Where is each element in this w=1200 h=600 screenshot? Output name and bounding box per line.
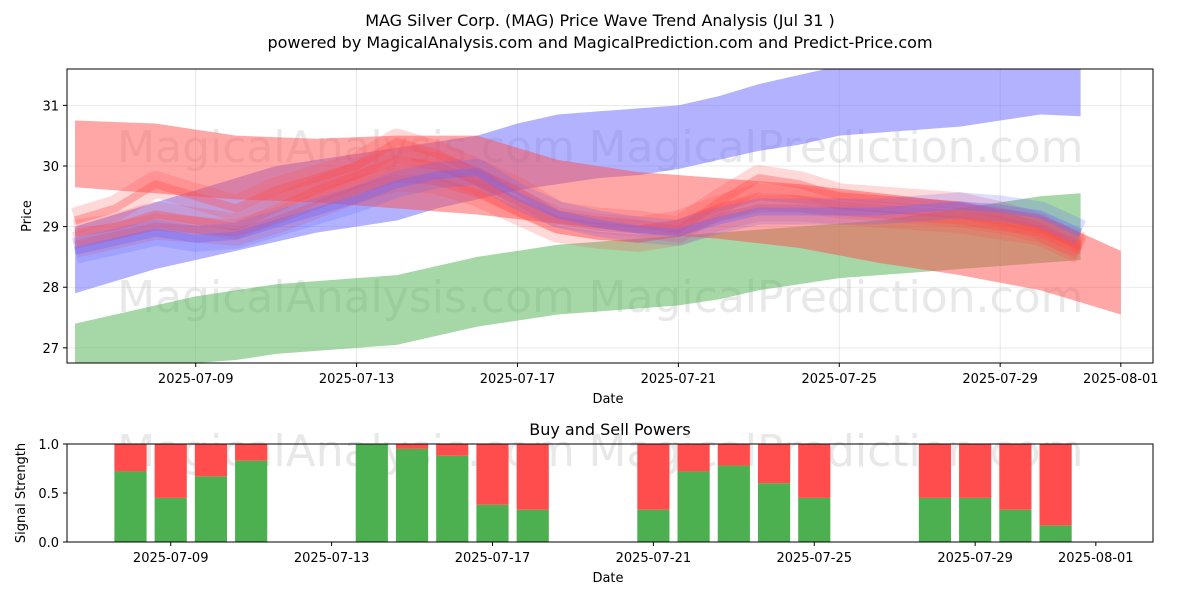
- signal-ytick-label: 0.0: [38, 536, 59, 551]
- price-plot-area: [71, 69, 1121, 363]
- buy-bar: [476, 504, 509, 542]
- price-ytick-label: 27: [42, 342, 59, 357]
- chart-title: MAG Silver Corp. (MAG) Price Wave Trend …: [365, 11, 835, 30]
- buy-bar: [798, 497, 831, 542]
- buy-bar: [395, 448, 429, 542]
- sell-bar: [798, 444, 831, 498]
- buy-bar: [999, 509, 1032, 542]
- sell-bar: [235, 444, 268, 461]
- signal-xtick-label: 2025-07-21: [616, 551, 692, 566]
- buy-bar: [516, 509, 549, 542]
- buy-bar: [717, 465, 750, 542]
- signal-xtick-label: 2025-07-25: [776, 551, 852, 566]
- price-ytick-label: 29: [42, 221, 59, 236]
- price-ticks: 27 28 29 30 31 2025-07-09 2025-07-13 2025-07-17…: [42, 99, 1158, 387]
- sell-bar: [154, 444, 187, 498]
- chart-subtitle: powered by MagicalAnalysis.com and Magic…: [267, 33, 932, 52]
- red-wave-line: [73, 137, 1083, 252]
- signal-xlabel: Date: [592, 571, 623, 586]
- sell-bar: [757, 444, 791, 484]
- price-xtick-label: 2025-07-21: [641, 372, 717, 387]
- buy-bar: [154, 497, 187, 542]
- buy-bar: [194, 476, 228, 542]
- signal-ytick-label: 0.5: [38, 487, 59, 502]
- blue-wave-line: [74, 168, 1083, 255]
- signal-plot-area: [114, 444, 1072, 542]
- sell-bar: [436, 444, 469, 456]
- sell-bar: [395, 444, 429, 449]
- signal-ticks: 0.0 0.5 1.0 2025-07-09 2025-07-13 2025-07-17 2…: [38, 438, 1133, 566]
- signal-xtick-label: 2025-07-09: [133, 551, 209, 566]
- buy-bar: [355, 444, 388, 542]
- sell-bar: [999, 444, 1032, 510]
- red-wave-line: [74, 155, 1083, 249]
- buy-bar: [235, 460, 268, 542]
- signal-xtick-label: 2025-07-17: [455, 551, 531, 566]
- price-ytick-label: 30: [42, 160, 59, 175]
- signal-ytick-label: 1.0: [38, 438, 59, 453]
- signal-xtick-label: 2025-07-29: [937, 551, 1013, 566]
- buy-bar: [637, 509, 670, 542]
- sell-bar: [959, 444, 992, 498]
- signal-ylabel: Signal Strength: [14, 443, 29, 543]
- sell-bar: [637, 444, 670, 510]
- price-ytick-label: 31: [42, 99, 59, 114]
- buy-bar: [677, 471, 710, 542]
- sell-bar: [717, 444, 750, 466]
- price-ylabel: Price: [20, 200, 35, 232]
- price-chart: MagicalAnalysis.com MagicalPrediction.co…: [20, 68, 1159, 407]
- price-xtick-label: 2025-07-29: [962, 372, 1038, 387]
- sell-bar: [114, 444, 147, 472]
- price-xtick-label: 2025-07-09: [158, 372, 234, 387]
- sell-bar: [1039, 444, 1072, 526]
- buy-bar: [114, 471, 147, 542]
- buy-bar: [436, 455, 469, 542]
- signal-xtick-label: 2025-07-13: [294, 551, 370, 566]
- price-xtick-label: 2025-08-01: [1083, 372, 1159, 387]
- buy-bar: [918, 497, 952, 542]
- red-wave-ribbon: [72, 165, 1086, 263]
- buy-bar: [757, 483, 791, 542]
- price-ytick-label: 28: [42, 281, 59, 296]
- blue-wave-ribbon: [72, 159, 1086, 264]
- price-xlabel: Date: [592, 392, 623, 407]
- sell-bar: [918, 444, 952, 498]
- price-xtick-label: 2025-07-25: [801, 372, 877, 387]
- price-xtick-label: 2025-07-13: [319, 372, 395, 387]
- price-axes-frame: [66, 68, 1154, 364]
- red-wave-ribbon: [71, 128, 1087, 260]
- sell-bar: [677, 444, 710, 472]
- sell-bar: [476, 444, 509, 505]
- price-xtick-label: 2025-07-17: [480, 372, 556, 387]
- signal-title: Buy and Sell Powers: [529, 420, 691, 439]
- signal-xtick-label: 2025-08-01: [1058, 551, 1134, 566]
- signal-chart: Buy and Sell Powers MagicalAnalysis.com …: [14, 420, 1154, 586]
- sell-bar: [194, 444, 228, 477]
- sell-bar: [516, 444, 549, 510]
- buy-bar: [959, 497, 992, 542]
- red-wave-line: [74, 174, 1083, 255]
- red-band: [75, 120, 1121, 315]
- buy-bar: [1039, 525, 1072, 542]
- red-wave-ribbon: [73, 146, 1086, 257]
